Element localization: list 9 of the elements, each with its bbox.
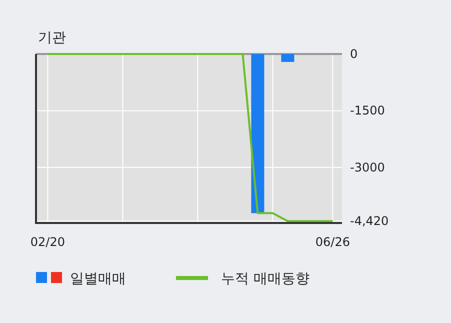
legend-label: 일별매매 bbox=[70, 271, 126, 287]
y-tick-label: -1500 bbox=[350, 104, 385, 118]
y-tick-label: -3000 bbox=[350, 160, 385, 174]
legend-label: 누적 매매동향 bbox=[221, 271, 310, 287]
y-tick-label: -4,420 bbox=[350, 214, 389, 228]
chart-title: 기관 bbox=[38, 30, 66, 46]
y-tick-label: 0 bbox=[350, 47, 358, 61]
x-tick-label: 02/20 bbox=[30, 235, 65, 249]
x-tick-label: 06/26 bbox=[315, 235, 350, 249]
